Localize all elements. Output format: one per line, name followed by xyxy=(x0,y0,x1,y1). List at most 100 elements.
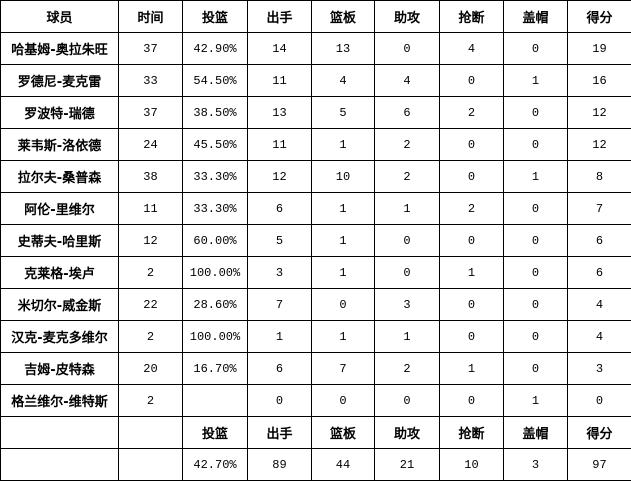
cell-助攻: 6 xyxy=(374,96,440,129)
cell-篮板: 5 xyxy=(311,96,375,129)
cell-盖帽: 1 xyxy=(503,384,568,417)
cell-player xyxy=(0,448,119,481)
cell-player: 汉克-麦克多维尔 xyxy=(0,320,119,353)
cell-出手: 出手 xyxy=(247,0,312,33)
table-row: 史蒂夫-哈里斯 12 60.00% 5 1 0 0 0 6 xyxy=(0,224,631,257)
cell-时间: 11 xyxy=(118,192,183,225)
cell-助攻: 1 xyxy=(374,320,440,353)
cell-player: 吉姆-皮特森 xyxy=(0,352,119,385)
cell-盖帽: 0 xyxy=(503,288,568,321)
cell-篮板: 1 xyxy=(311,256,375,289)
cell-抢断: 2 xyxy=(439,192,504,225)
table-row: 哈基姆-奥拉朱旺 37 42.90% 14 13 0 4 0 19 xyxy=(0,32,631,65)
cell-盖帽: 3 xyxy=(503,448,568,481)
cell-盖帽: 0 xyxy=(503,256,568,289)
cell-得分: 6 xyxy=(567,256,631,289)
cell-player: 莱韦斯-洛依德 xyxy=(0,128,119,161)
cell-投篮: 16.70% xyxy=(182,352,248,385)
cell-时间: 2 xyxy=(118,256,183,289)
cell-篮板: 1 xyxy=(311,128,375,161)
table-row: 格兰维尔-维特斯 2 0 0 0 0 1 0 xyxy=(0,384,631,417)
cell-得分: 12 xyxy=(567,96,631,129)
cell-时间: 2 xyxy=(118,384,183,417)
cell-助攻: 1 xyxy=(374,192,440,225)
cell-得分: 得分 xyxy=(567,416,631,449)
cell-盖帽: 0 xyxy=(503,32,568,65)
cell-出手: 6 xyxy=(247,192,312,225)
cell-助攻: 0 xyxy=(374,384,440,417)
cell-出手: 89 xyxy=(247,448,312,481)
cell-时间 xyxy=(118,416,183,449)
cell-抢断: 抢断 xyxy=(439,0,504,33)
cell-盖帽: 0 xyxy=(503,96,568,129)
cell-出手: 13 xyxy=(247,96,312,129)
cell-得分: 16 xyxy=(567,64,631,97)
cell-抢断: 0 xyxy=(439,384,504,417)
table-row: 吉姆-皮特森 20 16.70% 6 7 2 1 0 3 xyxy=(0,352,631,385)
cell-助攻: 0 xyxy=(374,224,440,257)
header-row: 球员 时间 投篮 出手 篮板 助攻 抢断 盖帽 得分 xyxy=(0,0,631,33)
cell-出手: 11 xyxy=(247,64,312,97)
table-row: 阿伦-里维尔 11 33.30% 6 1 1 2 0 7 xyxy=(0,192,631,225)
cell-出手: 1 xyxy=(247,320,312,353)
cell-时间: 12 xyxy=(118,224,183,257)
cell-助攻: 助攻 xyxy=(374,0,440,33)
cell-player: 拉尔夫-桑普森 xyxy=(0,160,119,193)
cell-时间: 33 xyxy=(118,64,183,97)
cell-投篮: 42.90% xyxy=(182,32,248,65)
cell-篮板: 44 xyxy=(311,448,375,481)
cell-时间: 22 xyxy=(118,288,183,321)
cell-抢断: 0 xyxy=(439,64,504,97)
cell-篮板: 13 xyxy=(311,32,375,65)
cell-篮板: 篮板 xyxy=(311,416,375,449)
cell-盖帽: 0 xyxy=(503,192,568,225)
table-row: 罗德尼-麦克雷 33 54.50% 11 4 4 0 1 16 xyxy=(0,64,631,97)
cell-得分: 3 xyxy=(567,352,631,385)
cell-盖帽: 0 xyxy=(503,128,568,161)
cell-助攻: 21 xyxy=(374,448,440,481)
cell-篮板: 1 xyxy=(311,224,375,257)
cell-盖帽: 0 xyxy=(503,320,568,353)
cell-player: 格兰维尔-维特斯 xyxy=(0,384,119,417)
cell-时间: 20 xyxy=(118,352,183,385)
cell-抢断: 1 xyxy=(439,256,504,289)
cell-助攻: 3 xyxy=(374,288,440,321)
cell-时间: 2 xyxy=(118,320,183,353)
cell-盖帽: 盖帽 xyxy=(503,416,568,449)
cell-抢断: 10 xyxy=(439,448,504,481)
cell-投篮: 33.30% xyxy=(182,192,248,225)
cell-助攻: 0 xyxy=(374,256,440,289)
cell-得分: 4 xyxy=(567,288,631,321)
cell-出手: 11 xyxy=(247,128,312,161)
cell-得分: 8 xyxy=(567,160,631,193)
cell-出手: 5 xyxy=(247,224,312,257)
cell-盖帽: 盖帽 xyxy=(503,0,568,33)
cell-时间: 38 xyxy=(118,160,183,193)
cell-篮板: 0 xyxy=(311,288,375,321)
cell-抢断: 2 xyxy=(439,96,504,129)
cell-篮板: 10 xyxy=(311,160,375,193)
cell-投篮: 100.00% xyxy=(182,256,248,289)
cell-player xyxy=(0,416,119,449)
cell-投篮: 54.50% xyxy=(182,64,248,97)
cell-抢断: 4 xyxy=(439,32,504,65)
cell-得分: 得分 xyxy=(567,0,631,33)
totals-header-row: 投篮 出手 篮板 助攻 抢断 盖帽 得分 xyxy=(0,416,631,449)
cell-player: 球员 xyxy=(0,0,119,33)
cell-助攻: 4 xyxy=(374,64,440,97)
cell-出手: 3 xyxy=(247,256,312,289)
cell-player: 克莱格-埃卢 xyxy=(0,256,119,289)
cell-得分: 7 xyxy=(567,192,631,225)
cell-player: 米切尔-威金斯 xyxy=(0,288,119,321)
cell-得分: 97 xyxy=(567,448,631,481)
cell-得分: 4 xyxy=(567,320,631,353)
cell-篮板: 篮板 xyxy=(311,0,375,33)
cell-抢断: 0 xyxy=(439,224,504,257)
cell-盖帽: 1 xyxy=(503,64,568,97)
cell-投篮: 38.50% xyxy=(182,96,248,129)
cell-抢断: 1 xyxy=(439,352,504,385)
cell-player: 罗波特-瑞德 xyxy=(0,96,119,129)
cell-助攻: 2 xyxy=(374,128,440,161)
cell-抢断: 0 xyxy=(439,128,504,161)
